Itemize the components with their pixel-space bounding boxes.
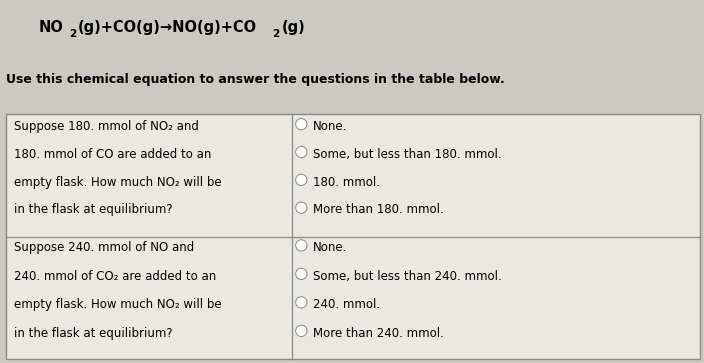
- Ellipse shape: [296, 118, 307, 130]
- Text: 2: 2: [69, 29, 76, 39]
- Text: More than 240. mmol.: More than 240. mmol.: [313, 327, 444, 339]
- Text: in the flask at equilibrium?: in the flask at equilibrium?: [14, 203, 172, 216]
- Text: None.: None.: [313, 120, 348, 133]
- Text: 180. mmol of CO are added to an: 180. mmol of CO are added to an: [14, 148, 211, 161]
- Text: (g): (g): [282, 20, 306, 35]
- Text: None.: None.: [313, 241, 348, 254]
- Text: Suppose 240. mmol of NO and: Suppose 240. mmol of NO and: [14, 241, 194, 254]
- Text: Suppose 180. mmol of NO₂ and: Suppose 180. mmol of NO₂ and: [14, 120, 199, 133]
- Ellipse shape: [296, 325, 307, 337]
- Text: (g)+CO(g)→NO(g)+CO: (g)+CO(g)→NO(g)+CO: [78, 20, 257, 35]
- Text: 240. mmol of CO₂ are added to an: 240. mmol of CO₂ are added to an: [14, 269, 216, 282]
- Text: 2: 2: [272, 29, 279, 39]
- Text: More than 180. mmol.: More than 180. mmol.: [313, 203, 444, 216]
- Text: Some, but less than 180. mmol.: Some, but less than 180. mmol.: [313, 148, 502, 161]
- Text: in the flask at equilibrium?: in the flask at equilibrium?: [14, 327, 172, 339]
- Ellipse shape: [296, 174, 307, 185]
- Ellipse shape: [296, 146, 307, 158]
- Ellipse shape: [296, 268, 307, 280]
- Text: empty flask. How much NO₂ will be: empty flask. How much NO₂ will be: [14, 298, 222, 311]
- Text: Some, but less than 240. mmol.: Some, but less than 240. mmol.: [313, 269, 502, 282]
- Ellipse shape: [296, 240, 307, 251]
- Text: NO: NO: [39, 20, 63, 35]
- Text: 240. mmol.: 240. mmol.: [313, 298, 380, 311]
- Ellipse shape: [296, 297, 307, 308]
- Text: 180. mmol.: 180. mmol.: [313, 176, 380, 188]
- Text: empty flask. How much NO₂ will be: empty flask. How much NO₂ will be: [14, 176, 222, 188]
- Text: Use this chemical equation to answer the questions in the table below.: Use this chemical equation to answer the…: [6, 73, 504, 86]
- Ellipse shape: [296, 202, 307, 213]
